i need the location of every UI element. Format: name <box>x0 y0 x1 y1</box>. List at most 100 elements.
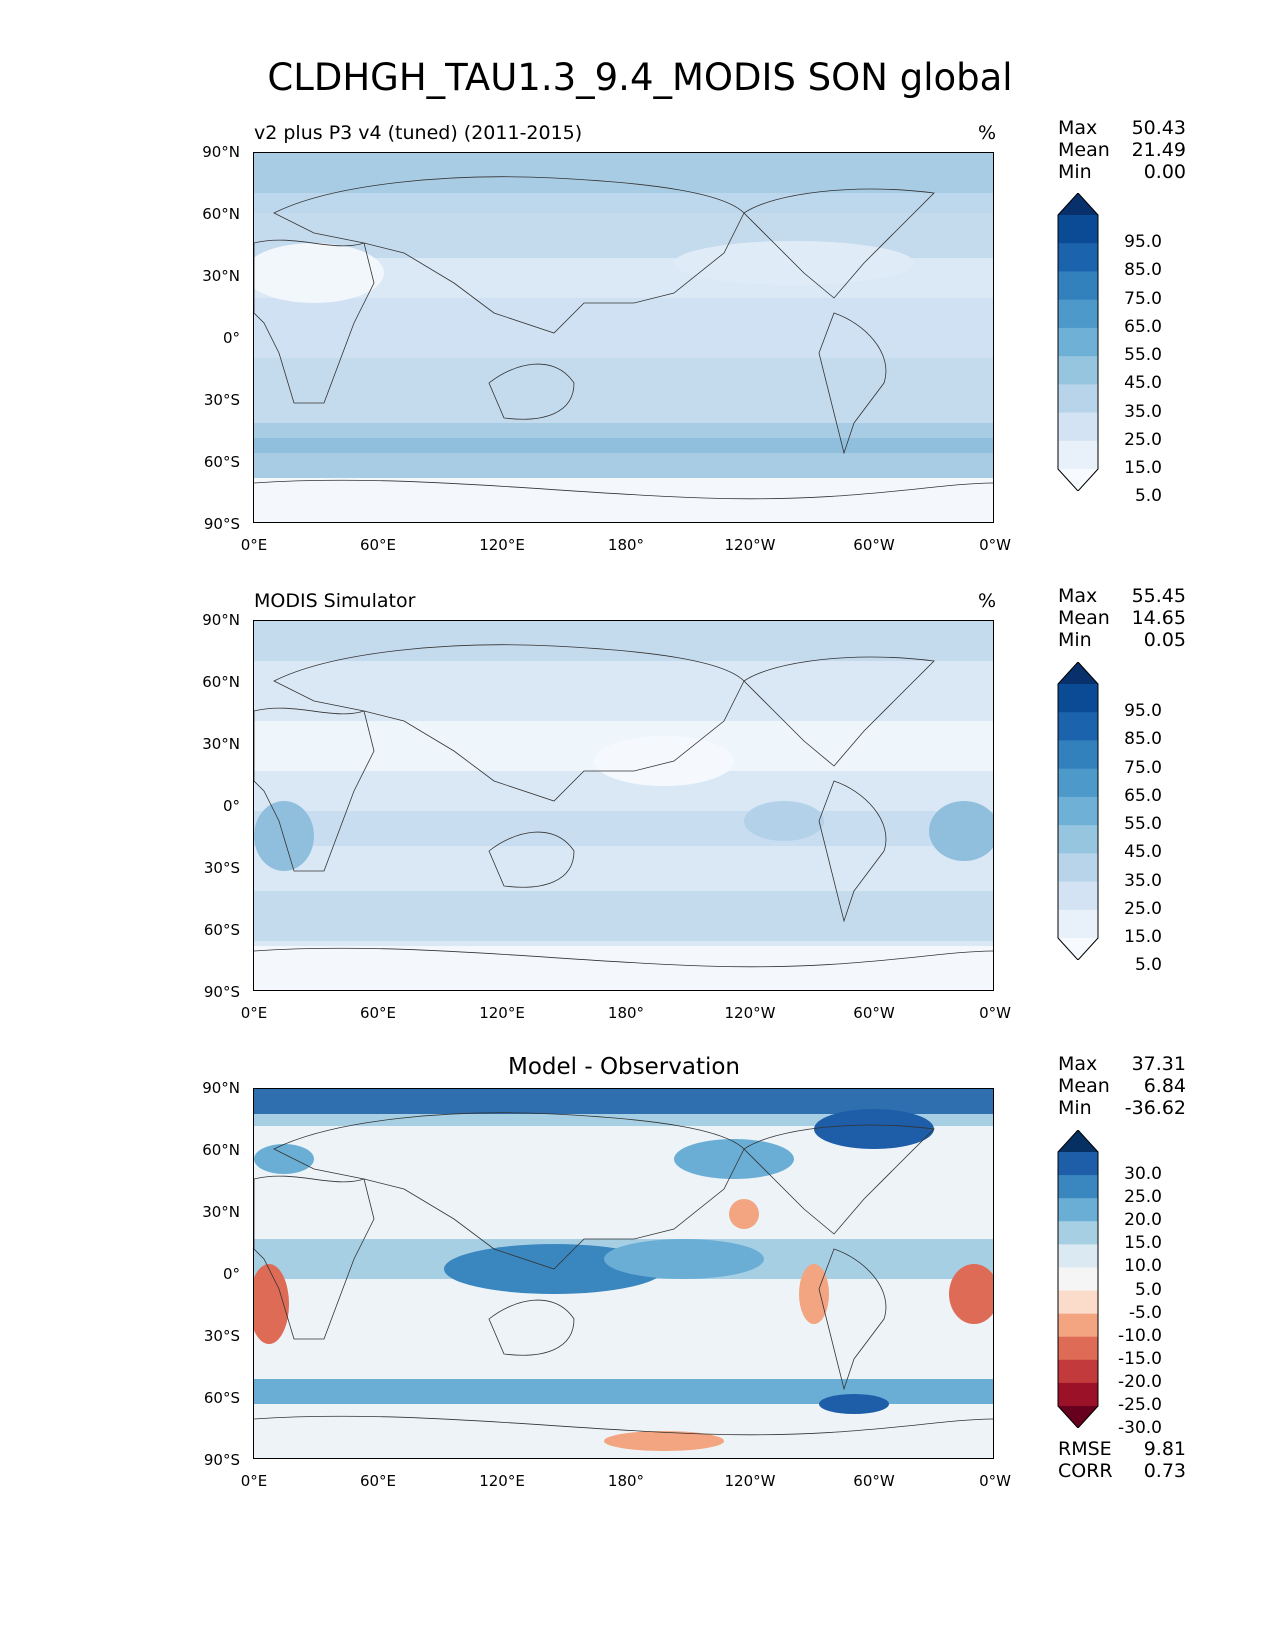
colorbar-segment <box>1058 440 1098 470</box>
panel-3-stat-mean: Mean 6.84 <box>1058 1075 1186 1097</box>
lon-tick-180: 180° <box>607 1472 645 1490</box>
panel-1-colorbar <box>1057 193 1099 491</box>
colorbar-tick-label: -5.0 <box>1128 1302 1162 1323</box>
lon-tick-60e: 60°E <box>359 1004 397 1022</box>
colorbar-outline <box>1057 662 1099 960</box>
colorbar-segment <box>1058 1290 1098 1315</box>
colorbar-segment <box>1058 1152 1098 1176</box>
panel-3-rmse: RMSE 9.81 <box>1058 1438 1186 1460</box>
lon-tick-60w: 60°W <box>853 536 895 554</box>
lon-tick-120w: 120°W <box>724 536 776 554</box>
lat-tick-0: 0° <box>222 1265 240 1283</box>
colorbar-tick-label: 5.0 <box>1134 486 1162 507</box>
colorbar-tick-label: 65.0 <box>1124 316 1162 337</box>
colorbar-segment <box>1058 243 1098 272</box>
colorbar-tick-label: 75.0 <box>1124 288 1162 309</box>
panel-1-stat-max: Max 50.43 <box>1058 117 1186 139</box>
colorbar-segment <box>1058 1221 1098 1245</box>
lat-tick-0: 0° <box>222 797 240 815</box>
colorbar-tick-label: 25.0 <box>1124 1187 1162 1208</box>
colorbar-extend-bottom <box>1058 1406 1098 1428</box>
colorbar-extend-bottom <box>1058 469 1098 491</box>
panel-3-stat-max: Max 37.31 <box>1058 1053 1186 1075</box>
colorbar-tick-label: 45.0 <box>1124 373 1162 394</box>
colorbar-tick-label: -10.0 <box>1118 1325 1162 1346</box>
colorbar-tick-label: -15.0 <box>1118 1348 1162 1369</box>
panel-3-colorbar <box>1057 1130 1099 1428</box>
colorbar-segment <box>1058 768 1098 798</box>
panel-2-map <box>253 620 994 991</box>
colorbar-tick-label: 15.0 <box>1124 927 1162 947</box>
colorbar-segment <box>1058 712 1098 741</box>
colorbar-segment <box>1058 327 1098 357</box>
colorbar-segment <box>1058 412 1098 442</box>
colorbar-tick-label: 5.0 <box>1134 955 1162 976</box>
panel-2-stat-mean: Mean 14.65 <box>1058 607 1186 629</box>
colorbar-tick-label: 75.0 <box>1124 757 1162 778</box>
lon-tick-0w: 0°W <box>979 536 1011 554</box>
lon-tick-0w: 0°W <box>979 1004 1011 1022</box>
lon-tick-180: 180° <box>607 536 645 554</box>
colorbar-extend-top <box>1058 662 1098 684</box>
lon-tick-60w: 60°W <box>853 1472 895 1490</box>
colorbar-tick-label: 65.0 <box>1124 785 1162 806</box>
panel-3-corr: CORR 0.73 <box>1058 1460 1186 1482</box>
panel-2-stat-max: Max 55.45 <box>1058 585 1186 607</box>
panel-3-stat-min: Min -36.62 <box>1058 1097 1186 1119</box>
lat-tick-0: 0° <box>222 329 240 347</box>
colorbar-segment <box>1058 1267 1098 1292</box>
colorbar-segment <box>1058 796 1098 826</box>
lat-tick-60s: 60°S <box>203 453 240 471</box>
colorbar-tick-label: 35.0 <box>1124 401 1162 422</box>
colorbar-tick-label: 35.0 <box>1124 870 1162 891</box>
colorbar-tick-label: 85.0 <box>1124 260 1162 281</box>
colorbar-tick-label: 55.0 <box>1124 814 1162 835</box>
panel-1-subtitle: v2 plus P3 v4 (tuned) (2011-2015) <box>254 122 583 144</box>
lat-tick-90n: 90°N <box>202 143 240 161</box>
colorbar-tick-label: -30.0 <box>1118 1418 1162 1439</box>
colorbar-segment <box>1058 1382 1098 1407</box>
colorbar-tick-label: 25.0 <box>1124 898 1162 919</box>
colorbar-segment <box>1058 740 1098 770</box>
lat-tick-30n: 30°N <box>202 735 240 753</box>
panel-2-colorbar <box>1057 662 1099 960</box>
colorbar-segment <box>1058 1359 1098 1384</box>
lat-tick-30s: 30°S <box>203 391 240 409</box>
lon-tick-0w: 0°W <box>979 1472 1011 1490</box>
lon-tick-60w: 60°W <box>853 1004 895 1022</box>
panel-3-subtitle: Model - Observation <box>507 1054 741 1080</box>
lat-tick-60n: 60°N <box>202 673 240 691</box>
lat-tick-90n: 90°N <box>202 611 240 629</box>
lon-tick-0e: 0°E <box>240 1004 268 1022</box>
colorbar-outline <box>1057 193 1099 491</box>
lat-tick-30s: 30°S <box>203 859 240 877</box>
colorbar-tick-label: 15.0 <box>1124 1233 1162 1254</box>
lon-tick-120e: 120°E <box>479 1472 525 1490</box>
colorbar-tick-label: 25.0 <box>1124 429 1162 450</box>
lat-tick-90s: 90°S <box>203 983 240 1001</box>
colorbar-segment <box>1058 1244 1098 1268</box>
lon-tick-0e: 0°E <box>240 1472 268 1490</box>
colorbar-segment <box>1058 1336 1098 1361</box>
colorbar-segment <box>1058 1175 1098 1199</box>
lat-tick-60n: 60°N <box>202 1141 240 1159</box>
colorbar-segment <box>1058 909 1098 939</box>
colorbar-extend-bottom <box>1058 938 1098 960</box>
lon-tick-120e: 120°E <box>479 536 525 554</box>
lat-tick-30n: 30°N <box>202 267 240 285</box>
lat-tick-60n: 60°N <box>202 205 240 223</box>
colorbar-tick-label: 30.0 <box>1124 1164 1162 1185</box>
lon-tick-0e: 0°E <box>240 536 268 554</box>
colorbar-tick-label: 95.0 <box>1124 701 1162 722</box>
colorbar-segment <box>1058 825 1098 854</box>
lon-tick-120w: 120°W <box>724 1004 776 1022</box>
lat-tick-30s: 30°S <box>203 1327 240 1345</box>
panel-1-map <box>253 152 994 523</box>
colorbar-tick-label: 55.0 <box>1124 345 1162 366</box>
figure-title: CLDHGH_TAU1.3_9.4_MODIS SON global <box>267 56 1013 99</box>
lon-tick-120e: 120°E <box>479 1004 525 1022</box>
colorbar-tick-label: 20.0 <box>1124 1210 1162 1231</box>
colorbar-tick-label: -20.0 <box>1118 1371 1162 1392</box>
panel-2-subtitle: MODIS Simulator <box>254 590 416 612</box>
colorbar-segment <box>1058 215 1098 244</box>
